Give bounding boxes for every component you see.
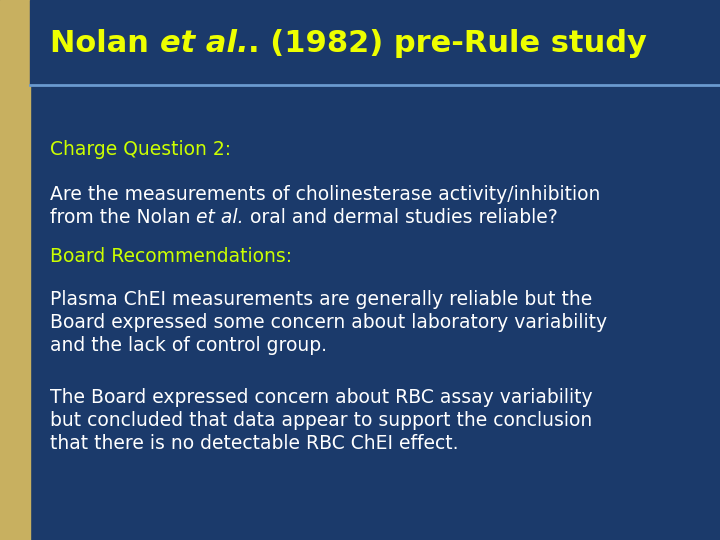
Text: from the Nolan: from the Nolan bbox=[50, 208, 197, 227]
Text: Are the measurements of cholinesterase activity/inhibition: Are the measurements of cholinesterase a… bbox=[50, 185, 600, 204]
Text: et al.: et al. bbox=[160, 29, 248, 57]
Bar bbox=[30, 0, 720, 85]
Text: Plasma ChEI measurements are generally reliable but the: Plasma ChEI measurements are generally r… bbox=[50, 290, 593, 309]
Text: The Board expressed concern about RBC assay variability: The Board expressed concern about RBC as… bbox=[50, 388, 593, 407]
Text: Board Recommendations:: Board Recommendations: bbox=[50, 247, 292, 266]
Text: that there is no detectable RBC ChEI effect.: that there is no detectable RBC ChEI eff… bbox=[50, 434, 459, 453]
Text: Board expressed some concern about laboratory variability: Board expressed some concern about labor… bbox=[50, 313, 607, 332]
Text: but concluded that data appear to support the conclusion: but concluded that data appear to suppor… bbox=[50, 411, 593, 430]
Text: . (1982) pre-Rule study: . (1982) pre-Rule study bbox=[248, 29, 647, 57]
Text: and the lack of control group.: and the lack of control group. bbox=[50, 336, 327, 355]
Text: et al.: et al. bbox=[197, 208, 244, 227]
Text: oral and dermal studies reliable?: oral and dermal studies reliable? bbox=[244, 208, 558, 227]
Text: Nolan: Nolan bbox=[50, 29, 160, 57]
Bar bbox=[0, 0, 30, 540]
Text: Charge Question 2:: Charge Question 2: bbox=[50, 140, 231, 159]
